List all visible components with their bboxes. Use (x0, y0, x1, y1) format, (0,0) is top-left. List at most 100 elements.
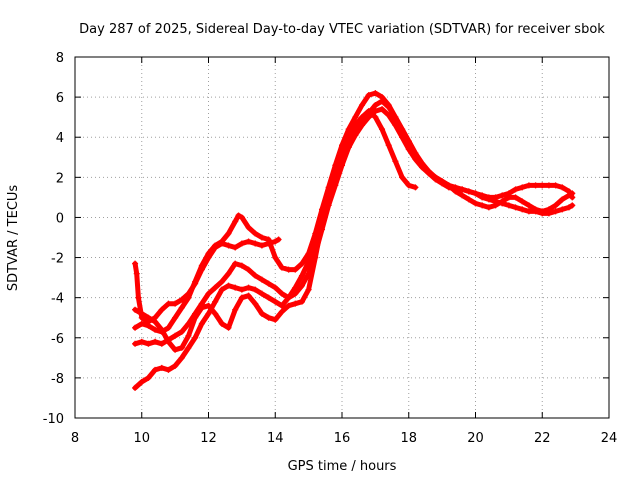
data-point (552, 182, 559, 189)
data-point (278, 302, 285, 309)
data-point (559, 184, 566, 191)
data-point (298, 298, 305, 305)
data-point (132, 306, 139, 313)
data-point (405, 182, 412, 189)
data-point (385, 104, 392, 111)
data-point (172, 314, 179, 321)
data-point (158, 326, 165, 333)
data-point (365, 92, 372, 99)
y-tick-label: -2 (51, 252, 64, 267)
data-point (252, 300, 259, 307)
data-point (399, 134, 406, 141)
data-point (238, 294, 245, 301)
data-point (205, 302, 212, 309)
data-point (192, 334, 199, 341)
data-point (559, 196, 566, 203)
x-tick-labels: 8 10 12 14 16 18 20 22 24 (71, 431, 617, 446)
y-tick-labels: -10 -8 -6 -4 -2 0 2 4 6 8 (43, 51, 64, 427)
data-point (158, 364, 165, 371)
y-tick-label: -8 (51, 372, 64, 387)
data-point (278, 290, 285, 297)
x-axis-label: GPS time / hours (288, 459, 397, 474)
data-point (235, 212, 242, 219)
data-point (132, 340, 139, 347)
data-point (232, 306, 239, 313)
series-line (132, 106, 575, 391)
data-point (265, 280, 272, 287)
data-point (359, 122, 366, 129)
y-tick-label: 4 (56, 131, 64, 146)
y-tick-label: -6 (51, 332, 64, 347)
data-point (352, 114, 359, 121)
data-point (298, 260, 305, 267)
data-point (312, 254, 319, 261)
data-point (252, 272, 259, 279)
data-point (479, 194, 486, 201)
data-point (172, 332, 179, 339)
data-point (145, 374, 152, 381)
data-point (172, 346, 179, 353)
x-tick-label: 10 (133, 431, 150, 446)
data-point (192, 278, 199, 285)
data-point (392, 114, 399, 121)
data-point (138, 320, 145, 327)
data-point (292, 300, 299, 307)
data-point (565, 192, 572, 199)
data-point (185, 332, 192, 339)
data-point (258, 234, 265, 241)
data-point (165, 324, 172, 331)
data-point (472, 200, 479, 207)
data-point (465, 196, 472, 203)
data-point (525, 208, 532, 215)
data-point (138, 378, 145, 385)
data-point (258, 310, 265, 317)
data-point (225, 270, 232, 277)
data-point (152, 366, 159, 373)
data-point (272, 238, 279, 245)
data-point (158, 306, 165, 313)
data-point (225, 230, 232, 237)
data-point (569, 190, 576, 197)
data-point (372, 114, 379, 121)
data-point (172, 362, 179, 369)
data-point (145, 340, 152, 347)
data-point (332, 166, 339, 173)
data-series (132, 90, 576, 391)
data-point (272, 284, 279, 291)
data-point (425, 170, 432, 177)
data-point (158, 340, 165, 347)
data-point (258, 242, 265, 249)
data-point (238, 240, 245, 247)
grid-lines (75, 57, 609, 418)
data-point (519, 198, 526, 205)
data-point (252, 240, 259, 247)
data-point (225, 242, 232, 249)
data-point (545, 206, 552, 213)
data-point (379, 126, 386, 133)
data-point (379, 98, 386, 105)
x-tick-label: 24 (601, 431, 618, 446)
data-point (145, 322, 152, 329)
data-point (238, 214, 245, 221)
data-point (272, 298, 279, 305)
data-point (135, 294, 142, 301)
data-point (275, 236, 282, 243)
data-point (359, 102, 366, 109)
series-track-4 (132, 106, 576, 391)
x-tick-label: 8 (71, 431, 79, 446)
data-point (138, 338, 145, 345)
data-point (352, 122, 359, 129)
data-point (305, 258, 312, 265)
data-point (212, 284, 219, 291)
data-point (365, 114, 372, 121)
data-point (225, 324, 232, 331)
data-point (132, 260, 139, 267)
data-point (569, 202, 576, 209)
data-point (372, 108, 379, 115)
data-point (258, 276, 265, 283)
data-point (178, 304, 185, 311)
data-point (339, 148, 345, 155)
data-point (485, 196, 492, 203)
data-point (432, 174, 439, 181)
data-point (198, 320, 205, 327)
